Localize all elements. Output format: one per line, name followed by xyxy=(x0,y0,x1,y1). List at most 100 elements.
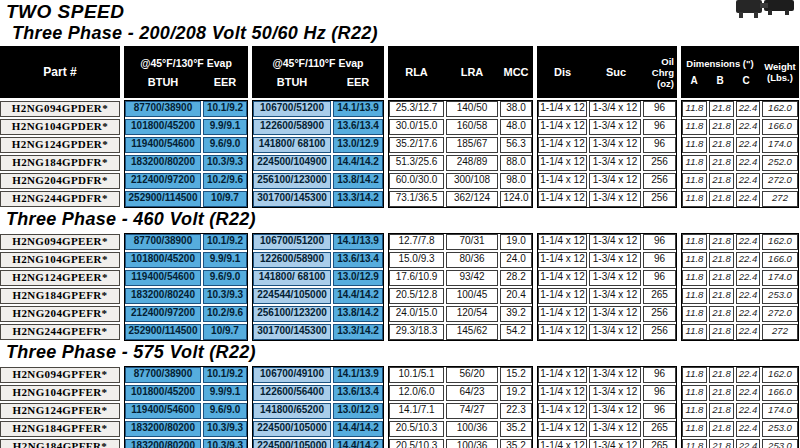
oil-cell: 96 xyxy=(643,385,676,401)
mcc-cell: 54.2 xyxy=(500,324,532,340)
group-g-part: H2NG094GPDER*H2NG104GPDER*H2NG124GPDER*H… xyxy=(0,100,120,207)
dim-b-header: B xyxy=(707,75,733,86)
oil-header-line3: (oz) xyxy=(657,78,674,89)
btuh110-cell: 256100/123200 xyxy=(253,306,331,322)
a-cell: 11.8 xyxy=(682,288,707,304)
rla-cell: 20.5/12.8 xyxy=(389,288,444,304)
dis-cell: 1-1/4 x 12 xyxy=(538,101,587,117)
lra-cell: 120/54 xyxy=(446,306,498,322)
column-group-piping: Dis Suc Oil Chrg (oz) xyxy=(537,46,677,98)
rla-cell: 29.3/18.3 xyxy=(389,324,444,340)
weight-header: Weight (Lbs.) xyxy=(761,61,799,83)
group-g-dims: 11.821.822.4162.011.821.822.4166.011.821… xyxy=(681,366,799,448)
suc-cell: 1-3/4 x 12 xyxy=(589,191,641,207)
part-cell: H2NG244GPEFR* xyxy=(0,324,120,340)
suc-cell: 1-3/4 x 12 xyxy=(589,367,641,383)
btuh130-cell: 101800/45200 xyxy=(125,119,201,135)
eer130-cell: 9.6/9.0 xyxy=(203,403,247,419)
mcc-cell: 56.3 xyxy=(500,137,532,153)
dim-c-header: C xyxy=(733,75,759,86)
weight-cell: 174.0 xyxy=(762,270,798,286)
a-cell: 11.8 xyxy=(682,155,707,171)
btuh110-cell: 301700/145300 xyxy=(253,191,331,207)
btuh130-cell: 252900/114500 xyxy=(125,191,201,207)
part-cell: H2NG104GPFER* xyxy=(0,385,120,401)
dis-cell: 1-1/4 x 12 xyxy=(538,385,587,401)
mcc-cell: 24.0 xyxy=(500,252,532,268)
suc-cell: 1-3/4 x 12 xyxy=(589,101,641,117)
mcc-cell: 35.2 xyxy=(500,421,532,437)
eer-header: EER xyxy=(202,76,248,88)
dis-cell: 1-1/4 x 12 xyxy=(538,119,587,135)
btuh130-cell: 119400/54600 xyxy=(125,270,201,286)
c-cell: 22.4 xyxy=(736,155,760,171)
btuh110-cell: 256100/123000 xyxy=(253,173,331,189)
btuh130-cell: 183200/80200 xyxy=(125,439,201,448)
mcc-cell: 88.0 xyxy=(500,155,532,171)
weight-cell: 253.0 xyxy=(762,421,798,437)
oil-cell: 256 xyxy=(643,324,676,340)
weight-header-line2: (Lbs.) xyxy=(767,72,793,83)
oil-cell: 96 xyxy=(643,367,676,383)
dis-cell: 1-1/4 x 12 xyxy=(538,234,587,250)
mcc-cell: 28.2 xyxy=(500,270,532,286)
dimensions-subgroup: Dimensions (") A B C xyxy=(681,58,759,86)
lra-cell: 100/36 xyxy=(446,439,498,448)
b-cell: 21.8 xyxy=(709,367,734,383)
suc-cell: 1-3/4 x 12 xyxy=(589,137,641,153)
b-cell: 21.8 xyxy=(709,137,734,153)
a-cell: 11.8 xyxy=(682,252,707,268)
group-g-pipe: 1-1/4 x 121-3/4 x 12961-1/4 x 121-3/4 x … xyxy=(537,100,677,208)
part-cell: H2NG094GPEER* xyxy=(0,234,120,250)
lra-header: LRA xyxy=(445,66,499,78)
weight-cell: 162.0 xyxy=(762,101,798,117)
rla-cell: 73.1/36.5 xyxy=(389,191,444,207)
part-cell: H2NG204GPEFR* xyxy=(0,306,120,322)
part-cell: H2NG094GPDER* xyxy=(0,101,120,117)
dis-cell: 1-1/4 x 12 xyxy=(538,421,587,437)
suc-cell: 1-3/4 x 12 xyxy=(589,173,641,189)
group-g-elec: 12.7/7.870/3119.015.0/9.380/3624.017.6/1… xyxy=(388,233,533,341)
dim-a-header: A xyxy=(681,75,707,86)
eer130-cell: 10/9.7 xyxy=(203,324,247,340)
oil-cell: 256 xyxy=(643,173,676,189)
btuh110-cell: 141800/65200 xyxy=(253,403,331,419)
oil-header-line1: Oil xyxy=(661,56,674,67)
group-g-pipe: 1-1/4 x 121-3/4 x 12961-1/4 x 121-3/4 x … xyxy=(537,366,677,448)
btuh110-cell: 141800/ 68100 xyxy=(253,270,331,286)
titles-block: TWO SPEED Three Phase - 200/208 Volt 50/… xyxy=(0,0,800,45)
eer110-cell: 13.8/14.2 xyxy=(333,306,383,322)
mcc-cell: 39.2 xyxy=(500,306,532,322)
rla-cell: 24.0/15.0 xyxy=(389,306,444,322)
rla-cell: 10.1/5.1 xyxy=(389,367,444,383)
dis-cell: 1-1/4 x 12 xyxy=(538,155,587,171)
weight-cell: 253.0 xyxy=(762,439,798,448)
a-cell: 11.8 xyxy=(682,367,707,383)
eer130-cell: 10.3/9.3 xyxy=(203,439,247,448)
btuh130-cell: 101800/45200 xyxy=(125,385,201,401)
weight-header-line1: Weight xyxy=(764,61,796,72)
btuh130-cell: 183200/80240 xyxy=(125,288,201,304)
btuh130-cell: 252900/114500 xyxy=(125,324,201,340)
rla-cell: 12.7/7.8 xyxy=(389,234,444,250)
evap-130-subheaders: BTUH EER xyxy=(124,76,248,88)
eer130-cell: 9.9/9.1 xyxy=(203,252,247,268)
lra-cell: 100/45 xyxy=(446,288,498,304)
c-cell: 22.4 xyxy=(736,119,760,135)
rla-cell: 30.0/15.0 xyxy=(389,119,444,135)
eer110-cell: 13.6/13.4 xyxy=(333,119,383,135)
lra-cell: 362/124 xyxy=(446,191,498,207)
c-cell: 22.4 xyxy=(736,137,760,153)
lra-cell: 145/62 xyxy=(446,324,498,340)
eer110-cell: 14.4/14.2 xyxy=(333,155,383,171)
group-g-e110: 106700/5120014.1/13.9122600/5890013.6/13… xyxy=(252,233,384,341)
rla-cell: 17.6/10.9 xyxy=(389,270,444,286)
dis-cell: 1-1/4 x 12 xyxy=(538,137,587,153)
group-g-elec: 10.1/5.156/2015.212.0/6.064/2319.214.1/7… xyxy=(388,366,533,448)
column-header-part: Part # xyxy=(0,46,120,98)
a-cell: 11.8 xyxy=(682,119,707,135)
dis-cell: 1-1/4 x 12 xyxy=(538,306,587,322)
b-cell: 21.8 xyxy=(709,385,734,401)
oil-cell: 96 xyxy=(643,403,676,419)
a-cell: 11.8 xyxy=(682,421,707,437)
